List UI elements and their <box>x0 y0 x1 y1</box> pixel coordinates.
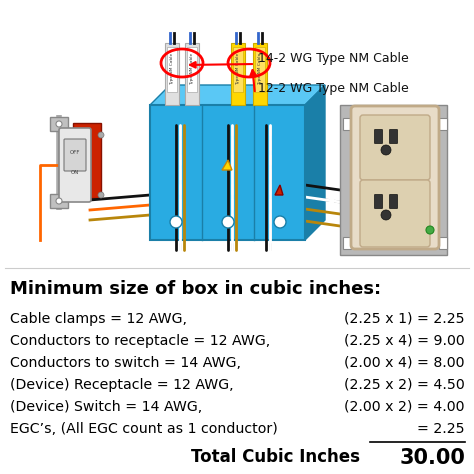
FancyBboxPatch shape <box>390 129 398 144</box>
Text: Type NM Cable: Type NM Cable <box>236 53 240 85</box>
Text: ON: ON <box>71 171 79 175</box>
Circle shape <box>98 132 104 138</box>
Bar <box>343 237 351 249</box>
Circle shape <box>222 216 234 228</box>
Bar <box>439 118 447 130</box>
Text: Type NM Cable: Type NM Cable <box>190 53 194 85</box>
Text: = 2.25: = 2.25 <box>418 422 465 436</box>
Bar <box>185 43 199 105</box>
Text: 14-2 WG Type NM Cable: 14-2 WG Type NM Cable <box>258 52 409 64</box>
Text: 12-2 WG Type NM Cable: 12-2 WG Type NM Cable <box>258 82 409 94</box>
Text: Conductors to receptacle = 12 AWG,: Conductors to receptacle = 12 AWG, <box>10 334 270 348</box>
Bar <box>73 123 101 198</box>
Circle shape <box>56 198 62 204</box>
FancyBboxPatch shape <box>374 194 383 209</box>
FancyBboxPatch shape <box>59 128 91 202</box>
Text: OFF: OFF <box>70 151 80 155</box>
Bar <box>50 194 68 208</box>
Text: Type NM Cable: Type NM Cable <box>258 53 262 85</box>
Bar <box>150 105 305 240</box>
Polygon shape <box>305 85 325 240</box>
Circle shape <box>274 216 286 228</box>
Circle shape <box>56 121 62 127</box>
Text: (2.25 x 4) = 9.00: (2.25 x 4) = 9.00 <box>344 334 465 348</box>
Text: (2.00 x 2) = 4.00: (2.00 x 2) = 4.00 <box>345 400 465 414</box>
Circle shape <box>381 145 391 155</box>
Bar <box>50 117 68 131</box>
FancyBboxPatch shape <box>374 129 383 144</box>
Polygon shape <box>340 105 447 255</box>
Text: (2.00 x 4) = 8.00: (2.00 x 4) = 8.00 <box>345 356 465 370</box>
Text: 30.00: 30.00 <box>399 448 465 468</box>
Text: (Device) Receptacle = 12 AWG,: (Device) Receptacle = 12 AWG, <box>10 378 234 392</box>
Polygon shape <box>275 185 283 195</box>
Text: Minimum size of box in cubic inches:: Minimum size of box in cubic inches: <box>10 280 381 298</box>
Bar <box>165 43 179 105</box>
Text: (2.25 x 1) = 2.25: (2.25 x 1) = 2.25 <box>345 312 465 326</box>
Polygon shape <box>222 160 232 170</box>
Bar <box>233 47 243 92</box>
Bar <box>231 43 245 105</box>
Bar <box>255 47 265 92</box>
Text: Type NM Cable: Type NM Cable <box>170 53 174 85</box>
Bar <box>343 118 351 130</box>
Bar <box>253 43 267 105</box>
FancyBboxPatch shape <box>360 115 430 180</box>
FancyBboxPatch shape <box>351 106 439 249</box>
Polygon shape <box>150 85 325 105</box>
Bar <box>439 237 447 249</box>
Text: (2.25 x 2) = 4.50: (2.25 x 2) = 4.50 <box>344 378 465 392</box>
FancyBboxPatch shape <box>64 139 86 171</box>
Text: EGC’s, (All EGC count as 1 conductor): EGC’s, (All EGC count as 1 conductor) <box>10 422 278 436</box>
FancyBboxPatch shape <box>390 194 398 209</box>
Text: (Device) Switch = 14 AWG,: (Device) Switch = 14 AWG, <box>10 400 202 414</box>
Text: Total Cubic Inches: Total Cubic Inches <box>191 448 360 466</box>
Text: Conductors to switch = 14 AWG,: Conductors to switch = 14 AWG, <box>10 356 241 370</box>
Circle shape <box>426 226 434 234</box>
Bar <box>167 47 177 92</box>
Circle shape <box>381 210 391 220</box>
FancyBboxPatch shape <box>360 180 430 247</box>
Circle shape <box>98 192 104 198</box>
Bar <box>187 47 197 92</box>
Circle shape <box>170 216 182 228</box>
Text: Cable clamps = 12 AWG,: Cable clamps = 12 AWG, <box>10 312 187 326</box>
